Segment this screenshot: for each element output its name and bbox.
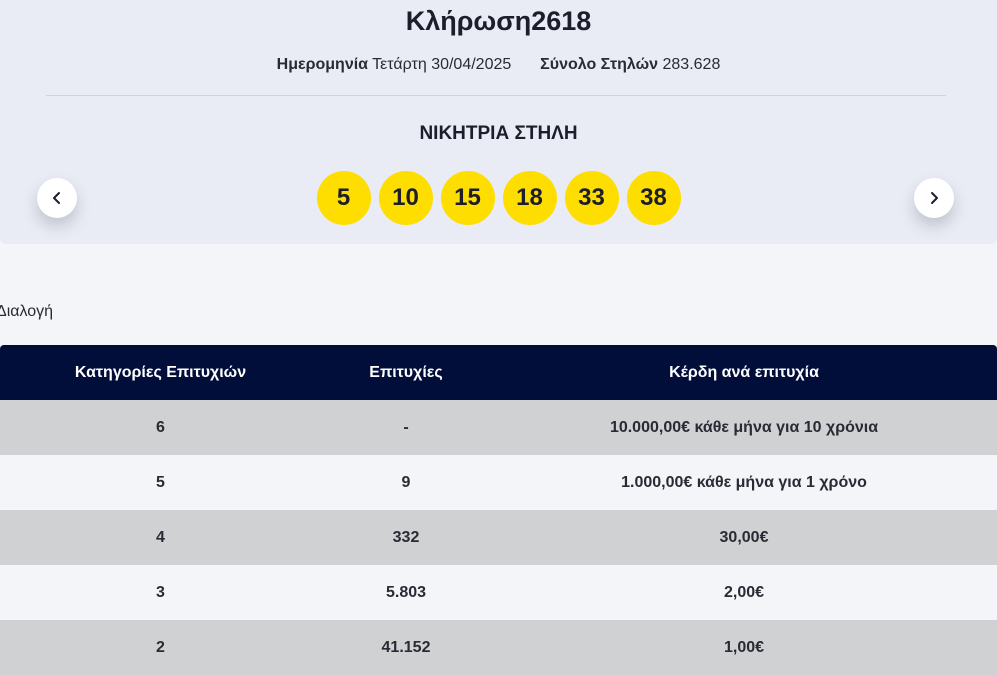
cell-prize: 30,00€: [719, 528, 769, 546]
cell-category: 5: [156, 473, 165, 491]
table-row: 2 41.152 1,00€: [0, 620, 997, 675]
previous-draw-button[interactable]: [37, 178, 77, 218]
header-categories: Κατηγορίες Επιτυχιών: [74, 363, 247, 381]
prize-table: Κατηγορίες Επιτυχιών Επιτυχίες Κέρδη ανά…: [0, 345, 997, 675]
columns-value: 283.628: [662, 56, 721, 73]
cell-prize: 1.000,00€ κάθε μήνα για 1 χρόνο: [621, 473, 867, 491]
winning-number-ball: 38: [626, 171, 681, 225]
table-row: 4 332 30,00€: [0, 510, 997, 565]
winning-number-ball: 33: [564, 171, 619, 225]
cell-prize: 2,00€: [723, 583, 765, 601]
cell-winners: 41.152: [381, 638, 431, 656]
header-winners: Επιτυχίες: [369, 363, 443, 381]
winning-number-ball: 5: [316, 171, 371, 225]
winning-number-ball: 15: [440, 171, 495, 225]
table-row: 3 5.803 2,00€: [0, 565, 997, 620]
cell-prize: 1,00€: [723, 638, 765, 656]
section-label: Διαλογή: [0, 303, 54, 320]
draw-title: Κλήρωση2618: [405, 6, 592, 36]
draw-header-panel: Κλήρωση2618 Ημερομηνία Τετάρτη 30/04/202…: [0, 0, 997, 244]
cell-prize: 10.000,00€ κάθε μήνα για 10 χρόνια: [609, 418, 879, 436]
date-value: Τετάρτη 30/04/2025: [372, 56, 512, 73]
table-row: 6 - 10.000,00€ κάθε μήνα για 10 χρόνια: [0, 400, 997, 455]
winning-number-ball: 10: [378, 171, 433, 225]
columns-label: Σύνολο Στηλών: [540, 56, 659, 73]
chevron-left-icon: [53, 192, 60, 204]
divider: [46, 95, 946, 96]
cell-winners: 5.803: [385, 583, 427, 601]
cell-winners: -: [403, 418, 409, 436]
table-header: Κατηγορίες Επιτυχιών Επιτυχίες Κέρδη ανά…: [0, 345, 997, 400]
winning-numbers: 5 10 15 18 33 38: [0, 171, 997, 225]
header-prize: Κέρδη ανά επιτυχία: [669, 363, 819, 381]
draw-meta: Ημερομηνία Τετάρτη 30/04/2025 Σύνολο Στη…: [0, 56, 997, 74]
date-label: Ημερομηνία: [276, 56, 368, 73]
winning-column-label: ΝΙΚΗΤΡΙΑ ΣΤΗΛΗ: [419, 123, 578, 144]
cell-category: 3: [156, 583, 165, 601]
table-row: 5 9 1.000,00€ κάθε μήνα για 1 χρόνο: [0, 455, 997, 510]
cell-category: 4: [156, 528, 165, 546]
winning-number-ball: 18: [502, 171, 557, 225]
chevron-right-icon: [931, 192, 938, 204]
cell-winners: 332: [392, 528, 420, 546]
next-draw-button[interactable]: [914, 178, 954, 218]
cell-category: 2: [156, 638, 165, 656]
cell-category: 6: [156, 418, 165, 436]
cell-winners: 9: [401, 473, 411, 491]
